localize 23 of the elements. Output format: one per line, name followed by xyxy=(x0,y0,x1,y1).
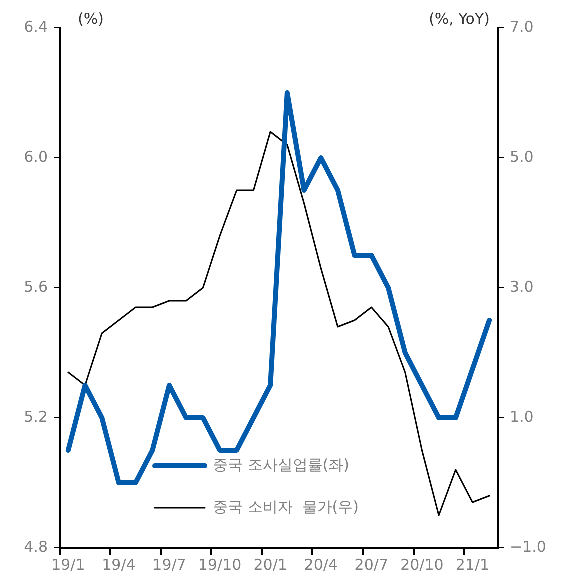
y2-tick-label: 1.0 xyxy=(510,408,534,426)
x-tick-label: 19/7 xyxy=(152,556,186,574)
y-tick-label: 6.0 xyxy=(24,148,48,166)
y2-tick-label: 3.0 xyxy=(510,278,534,296)
y-tick-label: 4.8 xyxy=(24,538,48,556)
y-tick-label: 5.6 xyxy=(24,278,48,296)
x-tick-label: 19/1 xyxy=(52,556,86,574)
y-axis-title: (%) xyxy=(78,10,104,28)
x-tick-label: 21/1 xyxy=(456,556,490,574)
x-tick-label: 19/10 xyxy=(198,556,242,574)
legend-label: 중국 조사실업률(좌) xyxy=(213,456,350,474)
y-tick-label: 6.4 xyxy=(24,18,48,36)
x-tick-label: 19/4 xyxy=(102,556,136,574)
y-tick-label: 5.2 xyxy=(24,408,48,426)
y2-axis-title: (%, YoY) xyxy=(428,10,490,28)
x-tick-label: 20/1 xyxy=(254,556,288,574)
legend-label: 중국 소비자 물가(우) xyxy=(213,498,360,516)
y2-tick-label: 5.0 xyxy=(510,148,534,166)
x-tick-label: 20/7 xyxy=(354,556,388,574)
y2-tick-label: 7.0 xyxy=(510,18,534,36)
x-tick-label: 20/10 xyxy=(400,556,444,574)
x-tick-label: 20/4 xyxy=(304,556,338,574)
y2-tick-label: −1.0 xyxy=(510,538,546,556)
